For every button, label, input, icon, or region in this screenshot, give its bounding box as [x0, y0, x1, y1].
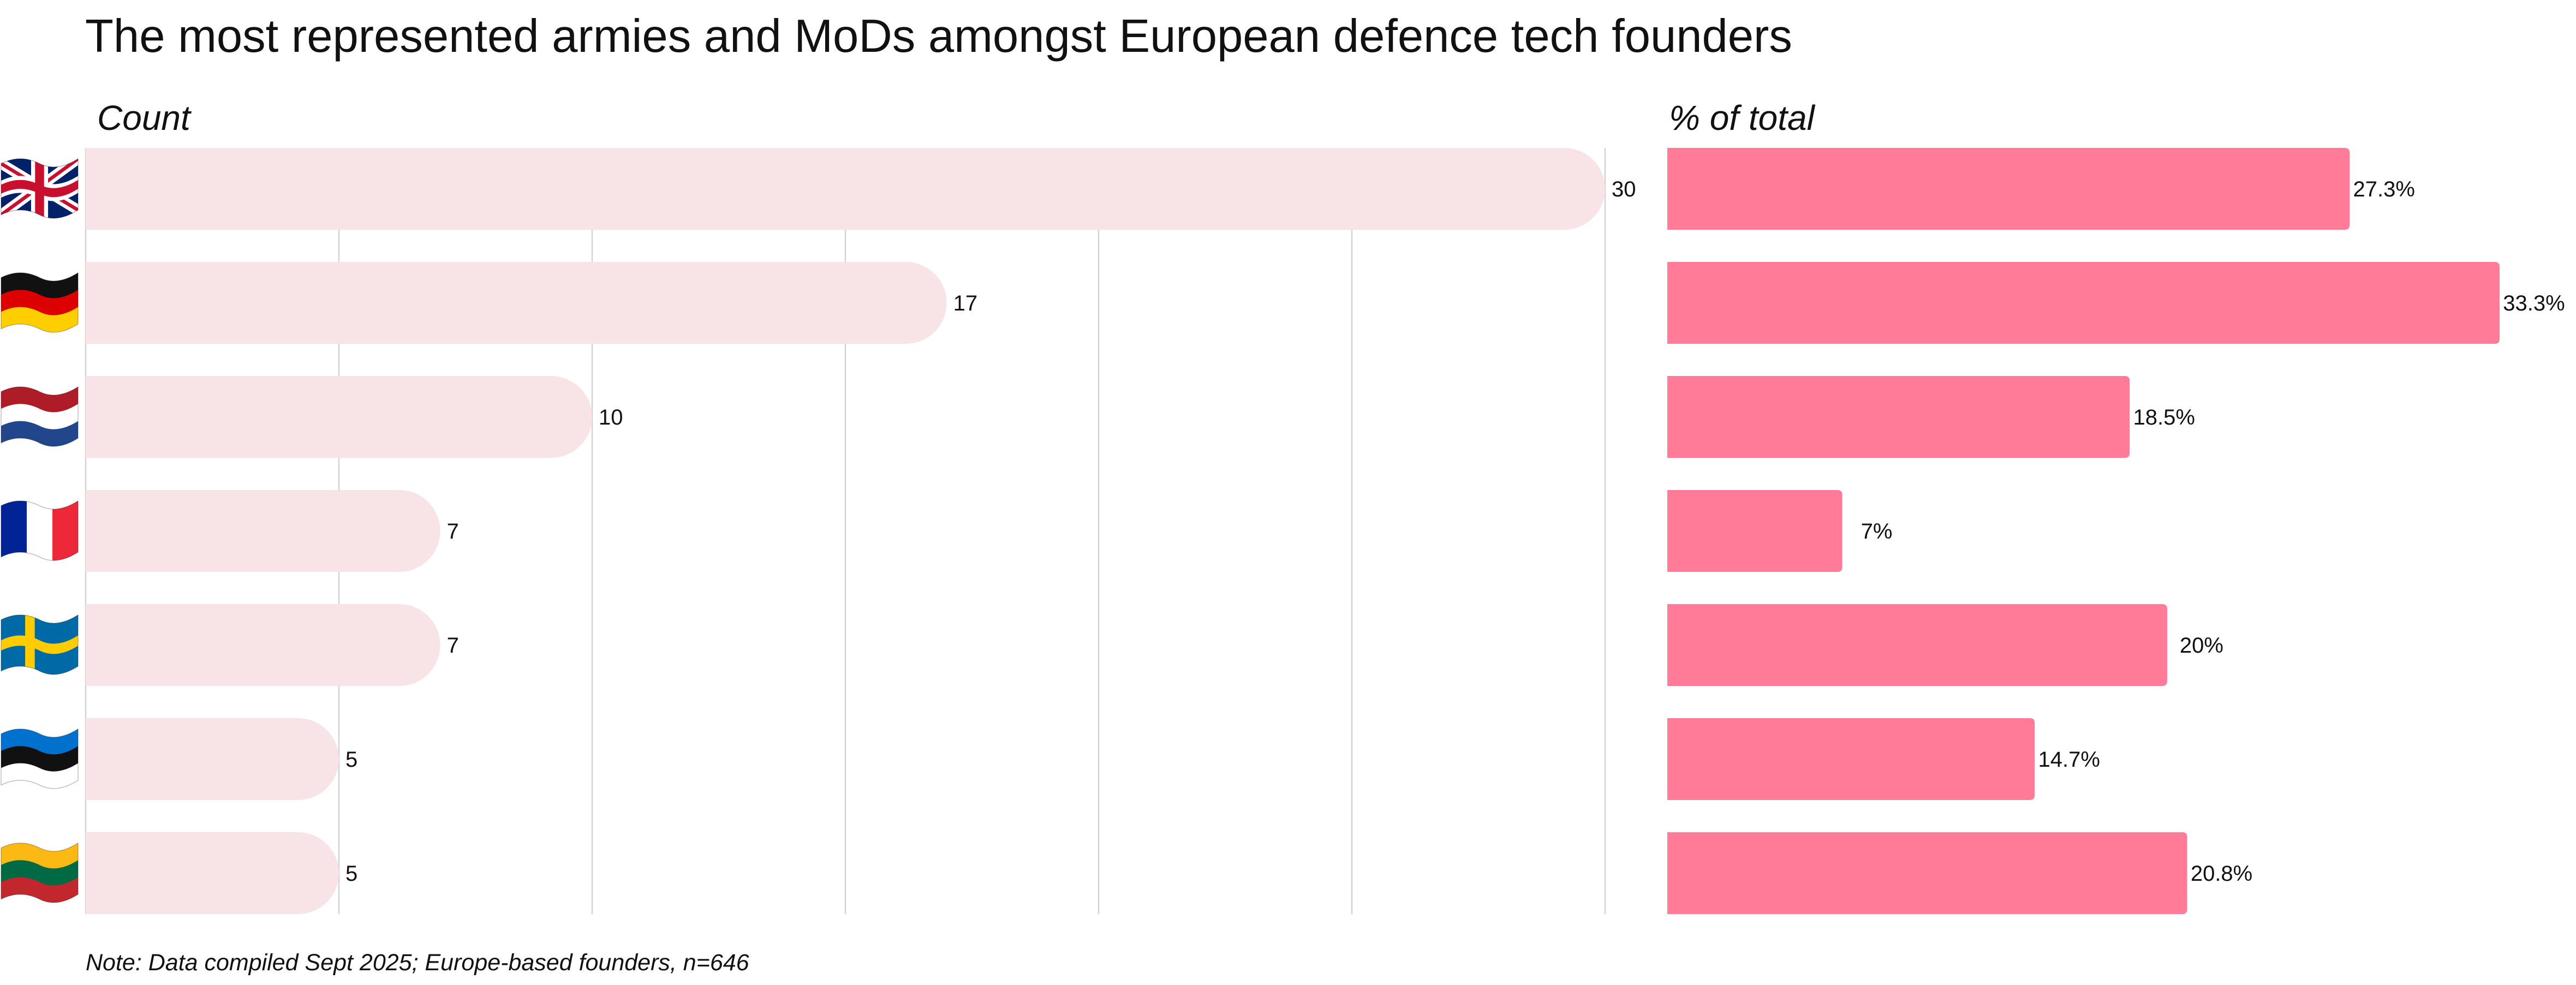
flag-lithuania-icon	[1, 842, 79, 903]
percent-bar	[1667, 718, 2035, 800]
percent-bar	[1667, 832, 2187, 914]
flag-united-kingdom-icon	[1, 158, 79, 219]
count-bar	[86, 376, 592, 458]
percent-bar-series: 27.3% 33.3% 18.5% 7% 20% 14.7% 20.8%	[1667, 148, 2565, 914]
percent-value-label: 7%	[1861, 520, 1893, 544]
percent-panel-header: % of total	[1669, 98, 1815, 138]
flag-estonia-icon	[1, 728, 79, 789]
percent-value-label: 20.8%	[2191, 862, 2252, 886]
count-bar	[86, 148, 1605, 230]
flag-sweden-icon	[1, 614, 79, 675]
count-bar	[86, 490, 440, 572]
percent-value-label: 27.3%	[2353, 177, 2415, 201]
count-value-label: 30	[1612, 177, 1636, 201]
count-value-label: 17	[953, 291, 978, 315]
count-value-label: 10	[599, 405, 623, 429]
chart-note: Note: Data compiled Sept 2025; Europe-ba…	[86, 950, 749, 976]
percent-value-label: 33.3%	[2503, 291, 2565, 315]
percent-bar	[1667, 148, 2350, 230]
count-value-label: 7	[447, 634, 459, 658]
percent-bar	[1667, 604, 2167, 686]
count-value-label: 7	[447, 520, 459, 544]
flag-netherlands-icon	[1, 386, 79, 447]
percent-value-label: 18.5%	[2133, 405, 2195, 429]
count-value-label: 5	[345, 862, 357, 886]
count-bar	[86, 718, 339, 800]
count-bar	[86, 832, 339, 914]
flag-germany-icon	[1, 272, 79, 333]
count-value-label: 5	[345, 748, 357, 772]
count-bar-series: 30 17 10 7 7 5 5	[86, 148, 1636, 914]
count-bar	[86, 604, 440, 686]
percent-bar	[1667, 262, 2500, 344]
percent-bar	[1667, 376, 2130, 458]
flag-france-icon	[1, 500, 79, 561]
count-panel-header: Count	[97, 98, 190, 138]
percent-value-label: 20%	[2180, 634, 2223, 658]
flag-column	[1, 158, 79, 903]
percent-value-label: 14.7%	[2038, 748, 2100, 772]
chart-title: The most represented armies and MoDs amo…	[85, 10, 1792, 62]
percent-bar	[1667, 490, 1842, 572]
count-bar	[86, 262, 947, 344]
